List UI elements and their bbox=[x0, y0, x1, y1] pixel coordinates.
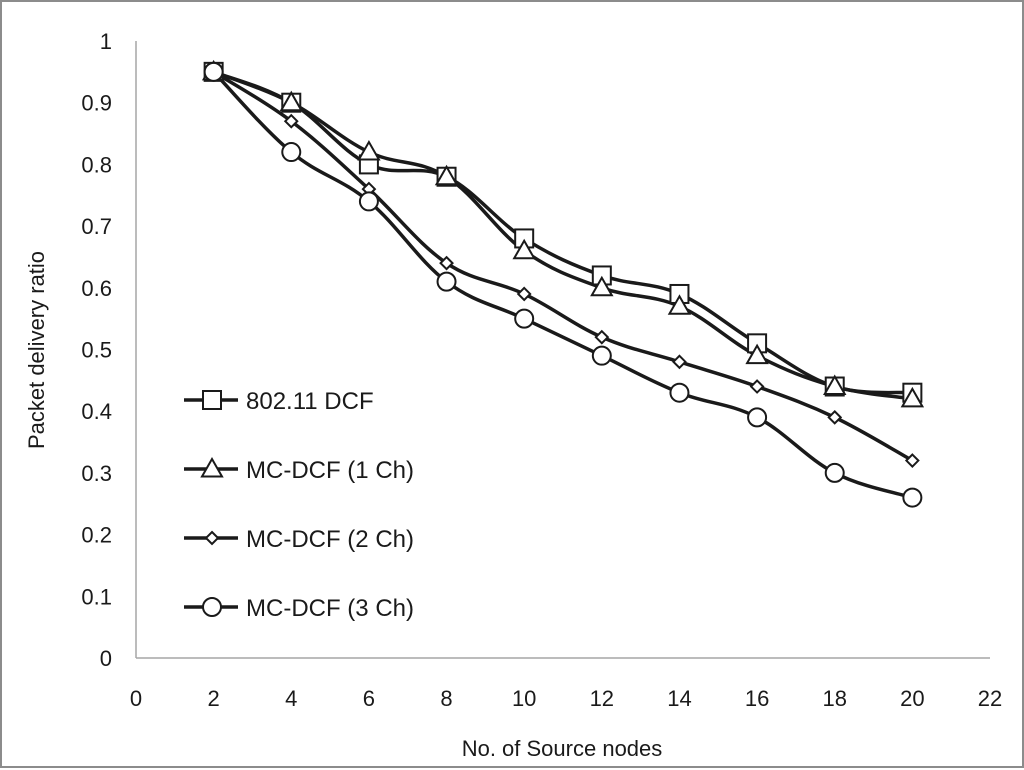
y-tick-label: 0.1 bbox=[81, 584, 112, 609]
data-point-circle bbox=[824, 462, 845, 483]
y-tick-label: 1 bbox=[100, 29, 112, 54]
x-tick-label: 12 bbox=[590, 686, 614, 711]
y-axis-title: Packet delivery ratio bbox=[24, 251, 49, 449]
series-line-2 bbox=[212, 70, 914, 463]
data-point-triangle bbox=[667, 294, 692, 315]
y-tick-label: 0.4 bbox=[81, 399, 112, 424]
data-point-circle bbox=[902, 487, 923, 508]
data-point-triangle bbox=[745, 343, 769, 365]
x-tick-label: 2 bbox=[208, 686, 220, 711]
legend-marker-square bbox=[202, 390, 222, 410]
data-point-triangle bbox=[590, 275, 614, 297]
x-tick-label: 0 bbox=[130, 686, 142, 711]
series-line-3 bbox=[212, 70, 913, 500]
y-tick-label: 0.5 bbox=[81, 338, 112, 363]
series-markers bbox=[201, 59, 925, 508]
y-tick-label: 0.3 bbox=[81, 461, 112, 486]
y-tick-label: 0.6 bbox=[81, 276, 112, 301]
y-tick-label: 0.8 bbox=[81, 152, 112, 177]
legend: 802.11 DCF MC-DCF (1 Ch) MC-DCF (2 Ch) MC-D… bbox=[184, 388, 414, 622]
data-point-diamond bbox=[827, 409, 843, 425]
legend-label: MC-DCF (3 Ch) bbox=[246, 595, 414, 622]
y-tick-labels: 0 0.1 0.2 0.3 0.4 0.5 0.6 0.7 0.8 0.9 1 bbox=[81, 29, 112, 671]
data-point-circle bbox=[591, 345, 612, 366]
x-tick-label: 14 bbox=[667, 686, 691, 711]
data-point-diamond bbox=[439, 255, 454, 271]
legend-marker-triangle bbox=[200, 456, 224, 478]
data-point-circle bbox=[358, 191, 379, 212]
data-point-diamond bbox=[594, 329, 610, 345]
x-tick-label: 20 bbox=[900, 686, 924, 711]
x-tick-label: 4 bbox=[285, 686, 297, 711]
x-tick-labels: 0 2 4 6 8 10 12 14 16 18 20 22 bbox=[130, 686, 1002, 711]
data-point-diamond bbox=[283, 113, 299, 129]
x-axis-title: No. of Source nodes bbox=[462, 736, 663, 761]
y-tick-label: 0.9 bbox=[81, 91, 112, 116]
legend-label: 802.11 DCF bbox=[246, 388, 374, 415]
axes bbox=[135, 41, 990, 659]
data-point-triangle bbox=[823, 374, 847, 396]
legend-label: MC-DCF (1 Ch) bbox=[246, 457, 414, 484]
data-point-triangle bbox=[279, 90, 303, 112]
data-point-circle bbox=[747, 407, 768, 428]
y-tick-label: 0.2 bbox=[81, 523, 112, 548]
data-point-circle bbox=[514, 308, 535, 329]
x-tick-label: 10 bbox=[512, 686, 536, 711]
data-point-diamond bbox=[904, 453, 920, 468]
data-point-triangle bbox=[900, 386, 925, 408]
x-tick-label: 8 bbox=[440, 686, 452, 711]
legend-label: MC-DCF (2 Ch) bbox=[246, 526, 414, 553]
data-point-triangle bbox=[434, 164, 459, 186]
data-point-circle bbox=[281, 142, 302, 163]
y-tick-label: 0 bbox=[100, 646, 112, 671]
x-tick-label: 18 bbox=[822, 686, 846, 711]
y-tick-label: 0.7 bbox=[81, 214, 112, 239]
data-point-circle bbox=[436, 271, 457, 292]
x-tick-label: 16 bbox=[745, 686, 769, 711]
legend-marker-circle bbox=[202, 597, 222, 617]
series-line-0 bbox=[212, 70, 913, 395]
x-tick-label: 6 bbox=[363, 686, 375, 711]
data-point-diamond bbox=[516, 286, 532, 302]
data-point-diamond bbox=[749, 379, 765, 394]
legend-marker-diamond bbox=[204, 530, 220, 546]
series-lines bbox=[212, 70, 914, 500]
data-point-triangle bbox=[512, 238, 536, 260]
data-point-triangle bbox=[357, 140, 381, 161]
data-point-diamond bbox=[672, 354, 687, 370]
x-tick-label: 22 bbox=[978, 686, 1002, 711]
data-point-circle bbox=[669, 382, 690, 403]
data-point-circle bbox=[203, 61, 224, 82]
series-line-1 bbox=[212, 70, 913, 401]
